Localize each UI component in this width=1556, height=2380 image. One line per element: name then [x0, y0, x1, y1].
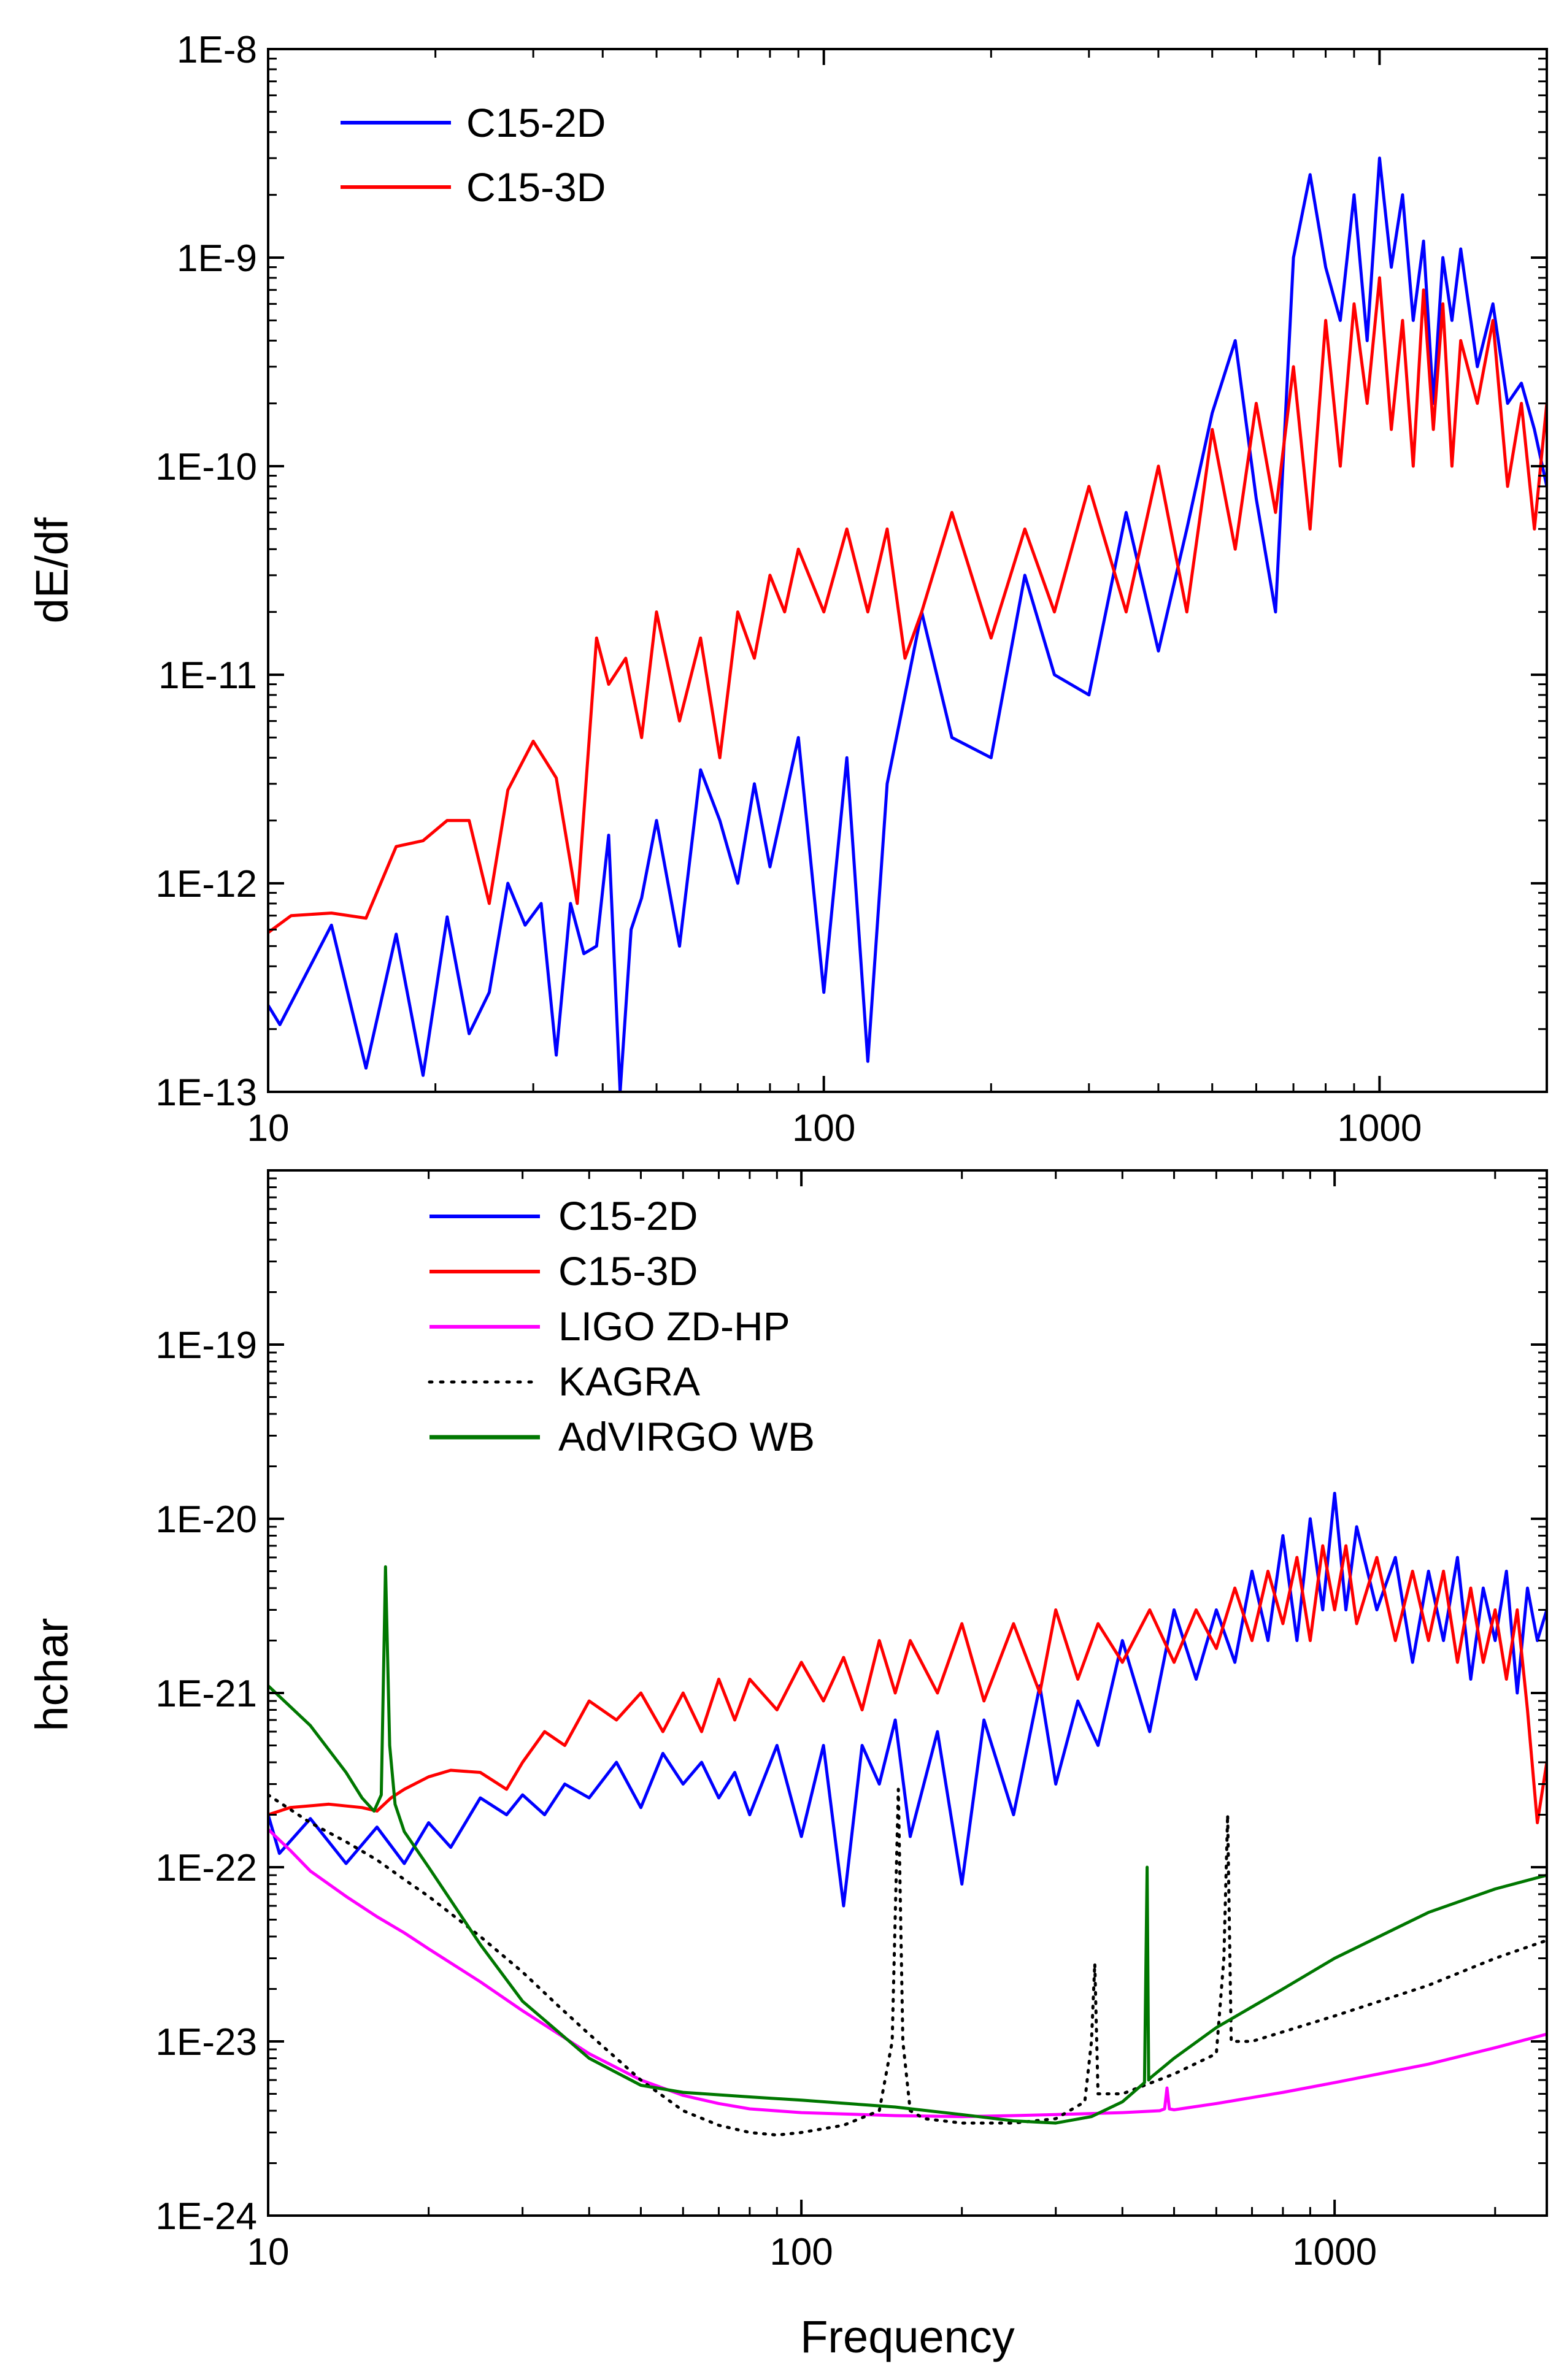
top-x-tick-label: 100 [792, 1107, 855, 1150]
bottom-y-tick-label: 1E-19 [156, 1324, 257, 1367]
top-y-tick-label: 1E-13 [156, 1072, 257, 1114]
bottom-x-tick-label: 100 [769, 2231, 833, 2273]
bottom-y-tick-label: 1E-23 [156, 2021, 257, 2063]
bottom-y-tick-label: 1E-24 [156, 2195, 257, 2238]
bottom-x-tick-label: 10 [247, 2231, 290, 2273]
top-plot-frame [267, 48, 1548, 1093]
bottom-chart-panel: 10 100 10001E-241E-231E-221E-211E-201E-19 … [26, 1169, 1548, 2362]
bottom-series-ligo-zd-hp [268, 1828, 1547, 2119]
top-y-tick-label: 1E-11 [158, 654, 257, 697]
top-y-tick-label: 1E-8 [177, 29, 257, 71]
top-series-group [268, 156, 1547, 1092]
top-y-tick-label: 1E-12 [156, 863, 257, 905]
top-legend: C15-2D C15-3D [341, 100, 606, 210]
top-chart-panel: 10 100 1000 1E-13 1E-12 1E-11 1E-10 1E-9 1E-8 dE… [26, 29, 1548, 1150]
top-series-c15-2d [268, 156, 1547, 1092]
bottom-legend-label-c15-2d: C15-2D [558, 1193, 698, 1238]
top-legend-label-c15-2d: C15-2D [466, 100, 606, 145]
bottom-y-axis-title: hchar [26, 1618, 77, 1731]
bottom-y-tick-label: 1E-20 [156, 1499, 257, 1541]
bottom-series-group [268, 1492, 1547, 2137]
top-legend-label-c15-3d: C15-3D [466, 164, 606, 210]
bottom-series-advirgo-wb [268, 1565, 1547, 2125]
bottom-series-c15-2d [268, 1492, 1547, 1908]
x-axis-title: Frequency [800, 2311, 1015, 2362]
top-x-tick-label: 1000 [1337, 1107, 1422, 1150]
bottom-y-tick-label: 1E-21 [156, 1673, 257, 1715]
top-axis-ticks: 10 100 1000 1E-13 1E-12 1E-11 1E-10 1E-9 1E-8 [156, 29, 1547, 1150]
bottom-series-c15-3d [268, 1544, 1547, 1824]
bottom-y-tick-label: 1E-22 [156, 1847, 257, 1889]
top-x-tick-label: 10 [247, 1107, 290, 1150]
top-series-c15-3d [268, 276, 1547, 934]
top-y-tick-label: 1E-9 [177, 237, 257, 280]
bottom-x-tick-label: 1000 [1292, 2231, 1377, 2273]
bottom-legend: C15-2D C15-3D LIGO ZD-HP KAGRA AdVIRGO W… [428, 1193, 815, 1459]
bottom-legend-label-c15-3d: C15-3D [558, 1248, 698, 1294]
bottom-legend-label-advirgo: AdVIRGO WB [558, 1414, 815, 1459]
bottom-legend-label-ligo: LIGO ZD-HP [558, 1303, 790, 1349]
bottom-legend-label-kagra: KAGRA [558, 1359, 700, 1404]
top-y-axis-title: dE/df [26, 517, 77, 623]
bottom-axis-ticks: 10 100 1000 1E-24 1E-23 1E-22 1E-21 1E-20 1E-19 [156, 1170, 1547, 2273]
top-y-tick-label: 1E-10 [156, 446, 257, 488]
